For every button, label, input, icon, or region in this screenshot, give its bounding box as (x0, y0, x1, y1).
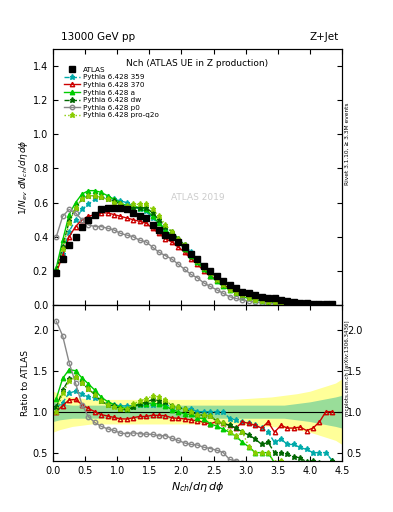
Text: Nch (ATLAS UE in Z production): Nch (ATLAS UE in Z production) (127, 59, 268, 68)
Y-axis label: $1/N_{ev}$ $dN_{ch}/d\eta\,d\phi$: $1/N_{ev}$ $dN_{ch}/d\eta\,d\phi$ (17, 139, 30, 215)
Text: ATLAS 2019: ATLAS 2019 (171, 193, 224, 202)
Y-axis label: Ratio to ATLAS: Ratio to ATLAS (21, 350, 30, 416)
X-axis label: $N_{ch}/d\eta\,d\phi$: $N_{ch}/d\eta\,d\phi$ (171, 480, 224, 494)
Legend: ATLAS, Pythia 6.428 359, Pythia 6.428 370, Pythia 6.428 a, Pythia 6.428 dw, Pyth: ATLAS, Pythia 6.428 359, Pythia 6.428 37… (62, 65, 161, 120)
Text: Z+Jet: Z+Jet (310, 32, 339, 42)
Text: 13000 GeV pp: 13000 GeV pp (61, 32, 135, 42)
Text: mcplots.cern.ch [arXiv:1306.3436]: mcplots.cern.ch [arXiv:1306.3436] (345, 321, 350, 416)
Text: Rivet 3.1.10, ≥ 3.3M events: Rivet 3.1.10, ≥ 3.3M events (345, 102, 350, 185)
